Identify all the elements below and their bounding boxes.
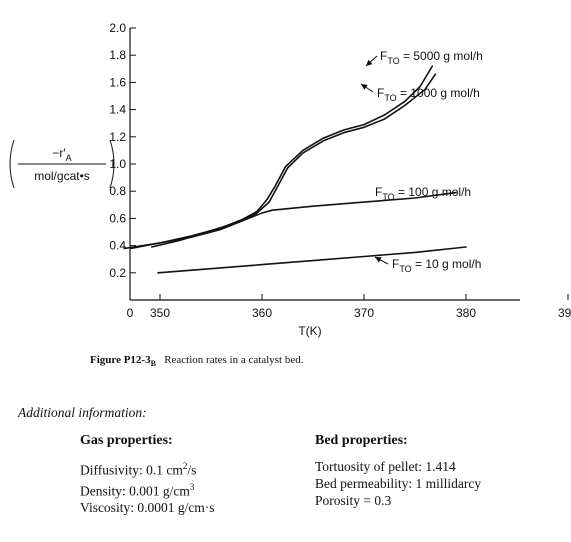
series-label-1: FTO = 1000 g mol/h	[377, 86, 480, 103]
gas-properties: Gas properties: Diffusivity: 0.1 cm2/s D…	[80, 432, 215, 516]
bed-properties: Bed properties: Tortuosity of pellet: 1.…	[315, 432, 481, 509]
gas-line: Density: 0.001 g/cm3	[80, 481, 195, 499]
bed-line: Tortuosity of pellet: 1.414	[315, 459, 456, 474]
annotation-arrowhead	[361, 84, 368, 90]
y-tick-label: 1.8	[109, 48, 126, 62]
y-axis-label-denominator: mol/gcat•s	[34, 169, 90, 183]
chart: 0.2 0.4 0.6 0.8 1.0 1.2 1.4 1.6 1.8 2.0 0 350 360 370…	[9, 21, 571, 338]
figure-caption: Figure P12-3B Reaction rates in a cataly…	[90, 354, 303, 368]
caption-prefix-sub: B	[150, 359, 156, 369]
x-tick-label: 370	[354, 306, 374, 320]
series-line-1	[130, 73, 437, 250]
y-tick-label: 0.6	[109, 211, 126, 225]
x-tick-label: 380	[456, 306, 476, 320]
y-tick-label: 1.0	[109, 157, 126, 171]
gas-line: Viscosity: 0.0001 g/cm·s	[80, 500, 215, 515]
caption-text: Reaction rates in a catalyst bed.	[164, 354, 304, 366]
gas-line: Diffusivity: 0.1 cm2/s	[80, 461, 197, 478]
x-tick-label: 0	[127, 306, 134, 320]
y-tick-label: 1.2	[109, 130, 126, 144]
y-tick-label: 2.0	[109, 21, 126, 35]
x-tick-label: 390	[558, 306, 571, 320]
y-tick-label: 0.8	[109, 184, 126, 198]
series-label-2: FTO = 100 g mol/h	[375, 185, 471, 202]
y-axis-label-numerator: −r′A	[52, 146, 71, 163]
y-axis-label-left-paren	[9, 139, 15, 189]
series-label-0: FTO = 5000 g mol/h	[380, 49, 483, 66]
series-line-3	[157, 246, 467, 274]
annotation-arrowhead	[366, 59, 373, 66]
y-axis-label-right-paren	[109, 139, 115, 189]
caption-prefix: Figure P12-3	[90, 354, 151, 366]
additional-info-heading: Additional information:	[18, 405, 147, 420]
y-tick-label: 1.4	[109, 103, 126, 117]
series-line-2	[151, 191, 457, 248]
annotation-arrowhead	[375, 257, 382, 263]
y-axis-label-sub: A	[66, 153, 72, 163]
bed-properties-title: Bed properties:	[315, 433, 408, 448]
x-tick-label: 360	[252, 306, 272, 320]
x-axis-label: T(K)	[298, 324, 321, 338]
x-tick-label: 350	[150, 306, 170, 320]
y-tick-label: 0.2	[109, 266, 126, 280]
bed-line: Bed permeability: 1 millidarcy	[315, 476, 482, 491]
bed-line: Porosity = 0.3	[315, 493, 392, 508]
y-tick-label: 0.4	[109, 239, 126, 253]
y-tick-label: 1.6	[109, 75, 126, 89]
series-label-3: FTO = 10 g mol/h	[392, 257, 481, 274]
gas-properties-title: Gas properties:	[80, 433, 173, 448]
